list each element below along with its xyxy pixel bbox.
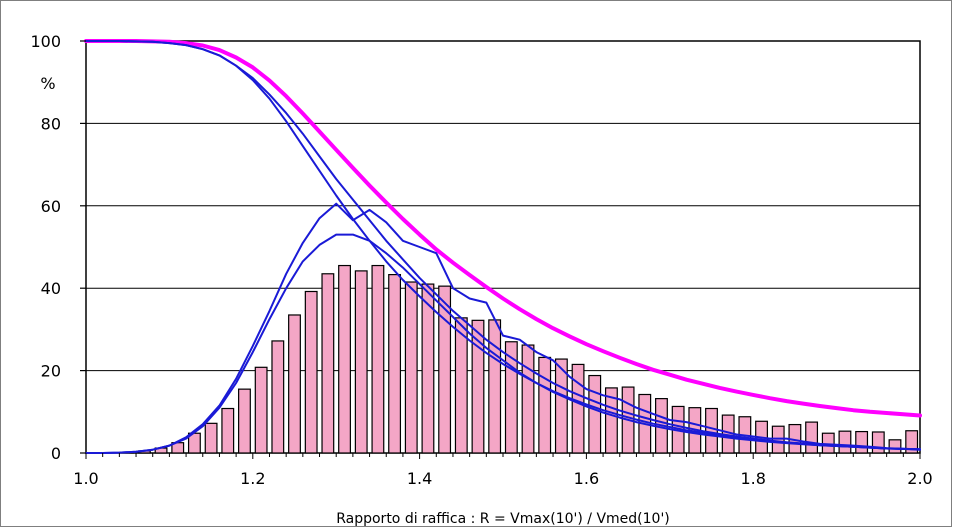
bar xyxy=(488,319,502,454)
bar xyxy=(771,425,785,454)
bar xyxy=(538,356,552,454)
x-tick-label: 1.8 xyxy=(740,469,765,488)
bar xyxy=(304,290,318,454)
bar xyxy=(371,264,385,454)
gridlines xyxy=(86,122,920,372)
bar xyxy=(354,270,368,454)
x-axis-label: Rapporto di raffica : R = Vmax(10') / Vm… xyxy=(336,511,670,527)
bar xyxy=(238,388,251,454)
bar xyxy=(871,431,885,454)
y-axis-ticks: 0 20 40 60 80 100 xyxy=(30,32,86,463)
series-line-blue xyxy=(85,233,921,454)
bar xyxy=(571,363,585,454)
bar xyxy=(388,274,402,454)
y-tick-label: 80 xyxy=(41,114,61,133)
series-line-blue xyxy=(85,202,921,454)
bar xyxy=(254,366,268,454)
bar xyxy=(821,432,835,454)
bar xyxy=(838,430,852,454)
y-tick-label: 0 xyxy=(51,444,61,463)
x-tick-label: 1.2 xyxy=(240,469,265,488)
bar xyxy=(438,285,452,454)
bar xyxy=(271,340,285,454)
series-lines xyxy=(84,39,922,454)
x-tick-label: 1.4 xyxy=(407,469,432,488)
bar xyxy=(471,319,485,454)
bar xyxy=(421,283,435,454)
x-tick-label: 1.6 xyxy=(574,469,599,488)
x-tick-label: 2.0 xyxy=(907,469,932,488)
y-tick-label: 100 xyxy=(30,32,61,51)
bar xyxy=(554,358,568,454)
bar xyxy=(604,387,618,454)
x-tick-label: 1.0 xyxy=(73,469,98,488)
y-tick-label: 40 xyxy=(41,279,61,298)
bar xyxy=(855,430,869,454)
y-tick-label: 60 xyxy=(41,197,61,216)
bar xyxy=(805,421,819,454)
bar xyxy=(321,273,335,454)
plot-area xyxy=(85,40,921,454)
x-axis-ticks: 1.0 1.2 1.4 1.6 1.8 2.0 xyxy=(73,453,933,488)
bar xyxy=(888,439,902,454)
bar xyxy=(504,341,518,454)
bar xyxy=(204,422,218,454)
y-axis-label: % xyxy=(40,74,55,93)
bar xyxy=(221,407,235,454)
y-tick-label: 20 xyxy=(41,362,61,381)
bar xyxy=(288,314,301,454)
bar xyxy=(338,264,351,454)
bar xyxy=(404,281,418,454)
bar xyxy=(905,430,919,454)
series-line-magenta xyxy=(84,39,922,418)
bar xyxy=(588,374,602,454)
bar xyxy=(521,344,535,454)
bar xyxy=(705,407,718,454)
